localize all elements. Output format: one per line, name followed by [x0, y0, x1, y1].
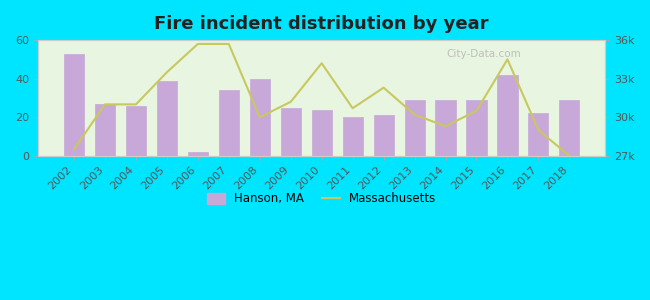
Bar: [281, 108, 301, 156]
Bar: [157, 81, 177, 156]
Text: City-Data.com: City-Data.com: [447, 50, 521, 59]
Legend: Hanson, MA, Massachusetts: Hanson, MA, Massachusetts: [202, 188, 441, 210]
Bar: [95, 104, 115, 156]
Bar: [528, 113, 549, 156]
Bar: [497, 75, 517, 156]
Bar: [404, 100, 424, 156]
Bar: [311, 110, 332, 156]
Bar: [559, 100, 579, 156]
Bar: [250, 79, 270, 156]
Bar: [374, 115, 394, 156]
Bar: [188, 152, 208, 156]
Title: Fire incident distribution by year: Fire incident distribution by year: [155, 15, 489, 33]
Bar: [436, 100, 456, 156]
Bar: [64, 54, 84, 156]
Bar: [467, 100, 487, 156]
Bar: [219, 90, 239, 156]
Bar: [126, 106, 146, 156]
Bar: [343, 117, 363, 156]
